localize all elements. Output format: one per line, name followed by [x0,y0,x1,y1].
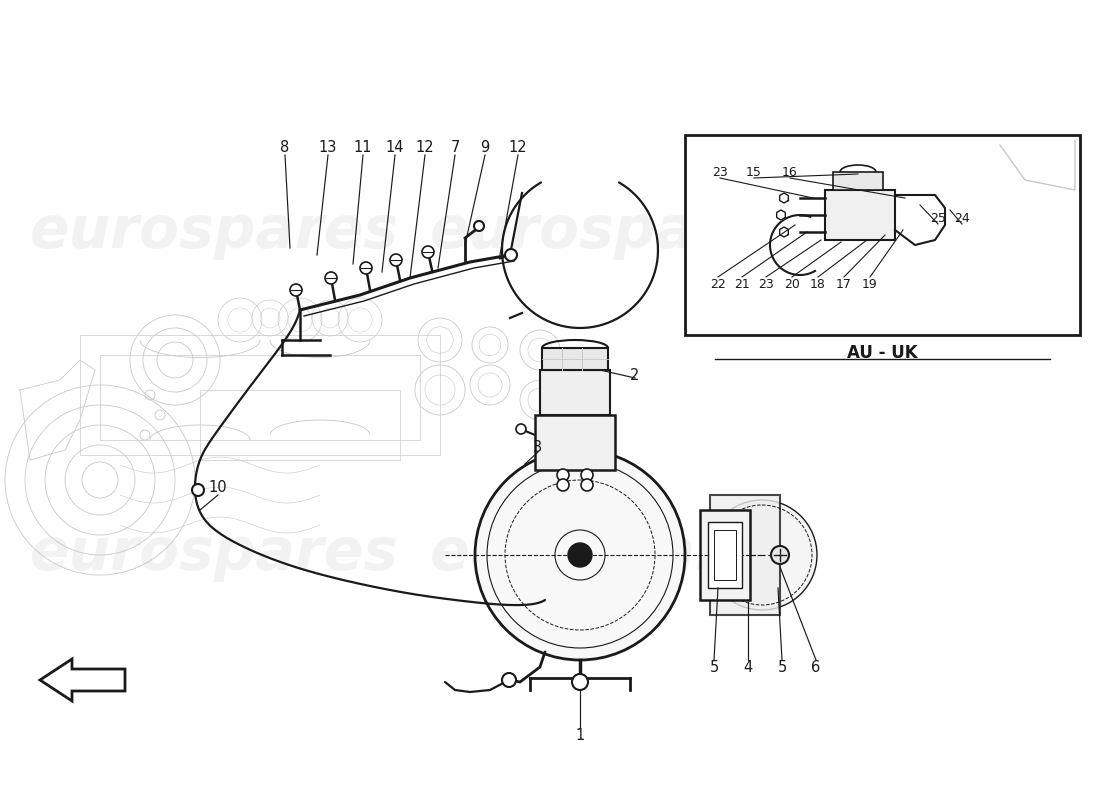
Bar [708,522,742,588]
Text: 14: 14 [386,141,405,155]
Bar [100,355,420,440]
Bar [700,510,750,600]
Text: eurospares: eurospares [430,525,799,582]
Bar [825,190,895,240]
Text: 24: 24 [954,211,970,225]
Text: 5: 5 [710,661,718,675]
Bar [540,370,611,415]
Text: 1: 1 [575,729,584,743]
Circle shape [390,254,402,266]
Text: 15: 15 [746,166,762,178]
Text: 22: 22 [711,278,726,291]
Circle shape [581,469,593,481]
Polygon shape [780,227,789,237]
Text: 12: 12 [416,141,434,155]
Circle shape [557,469,569,481]
Text: 9: 9 [481,141,490,155]
Text: 25: 25 [931,211,946,225]
Circle shape [192,484,204,496]
Bar [535,415,615,470]
Circle shape [505,249,517,261]
Polygon shape [780,193,789,203]
Text: 3: 3 [534,441,542,455]
Circle shape [324,272,337,284]
Text: 6: 6 [812,661,821,675]
Text: eurospares: eurospares [30,203,399,260]
Text: 19: 19 [862,278,878,291]
Text: 2: 2 [630,367,640,382]
Text: 8: 8 [280,141,289,155]
FancyArrow shape [40,659,125,701]
Bar [200,390,400,460]
Circle shape [474,221,484,231]
Text: 4: 4 [744,661,752,675]
Text: 11: 11 [354,141,372,155]
Circle shape [557,479,569,491]
Text: 17: 17 [836,278,851,291]
Text: 18: 18 [810,278,826,291]
Text: 13: 13 [319,141,338,155]
Bar [542,348,608,370]
Text: eurospares: eurospares [30,525,399,582]
Circle shape [422,246,435,258]
Text: 21: 21 [734,278,750,291]
Bar [80,335,440,455]
Text: 23: 23 [758,278,774,291]
Circle shape [771,546,789,564]
Text: 23: 23 [712,166,728,178]
Bar [685,135,1080,335]
Circle shape [707,500,817,610]
Circle shape [516,424,526,434]
Bar [710,495,780,615]
Circle shape [568,543,592,567]
Text: 5: 5 [778,661,786,675]
Text: 16: 16 [782,166,797,178]
Text: 7: 7 [450,141,460,155]
Text: 20: 20 [784,278,800,291]
Circle shape [290,284,303,296]
Circle shape [581,479,593,491]
Polygon shape [777,210,785,220]
Text: eurospares: eurospares [430,203,799,260]
Circle shape [475,450,685,660]
Text: 10: 10 [209,481,228,495]
Circle shape [360,262,372,274]
Bar [833,172,883,190]
Circle shape [502,673,516,687]
Bar [714,530,736,580]
Circle shape [572,674,588,690]
Text: 12: 12 [508,141,527,155]
Text: AU - UK: AU - UK [847,344,917,362]
